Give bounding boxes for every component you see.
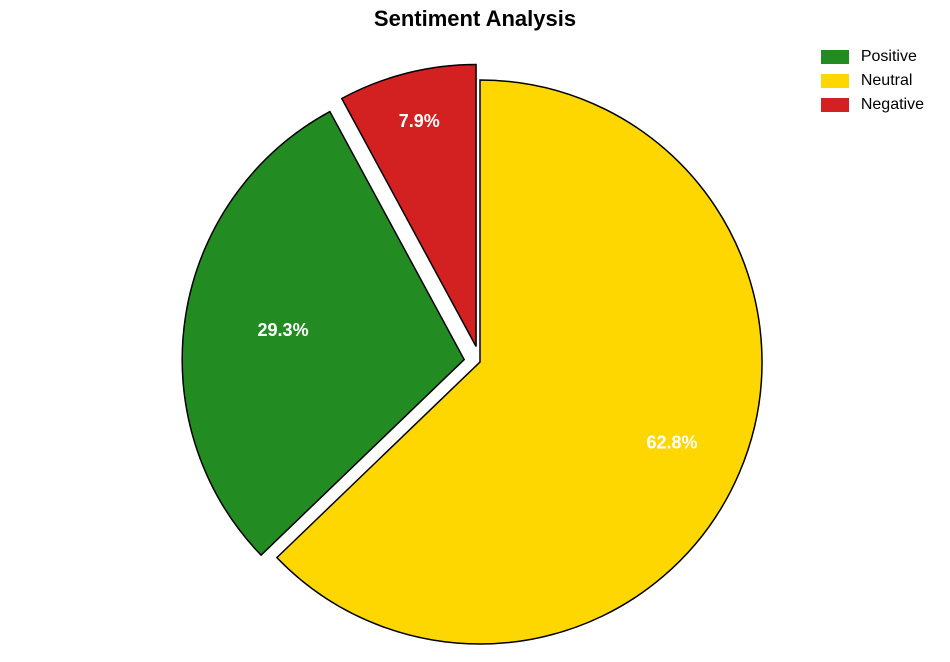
legend-swatch-negative bbox=[821, 98, 849, 112]
legend-item-neutral: Neutral bbox=[821, 72, 924, 90]
pie-label-positive: 29.3% bbox=[258, 320, 309, 340]
legend-item-positive: Positive bbox=[821, 48, 924, 66]
legend-item-negative: Negative bbox=[821, 96, 924, 114]
pie-label-neutral: 62.8% bbox=[647, 432, 698, 452]
legend-label-positive: Positive bbox=[861, 48, 917, 66]
chart-title: Sentiment Analysis bbox=[0, 6, 950, 32]
sentiment-pie-chart: Sentiment Analysis Positive Neutral Nega… bbox=[0, 0, 950, 662]
chart-legend: Positive Neutral Negative bbox=[821, 48, 924, 120]
legend-swatch-positive bbox=[821, 50, 849, 64]
legend-swatch-neutral bbox=[821, 74, 849, 88]
legend-label-neutral: Neutral bbox=[861, 72, 913, 90]
pie-svg: 62.8% 29.3% 7.9% bbox=[180, 62, 780, 662]
pie-label-negative: 7.9% bbox=[399, 111, 440, 131]
legend-label-negative: Negative bbox=[861, 96, 924, 114]
